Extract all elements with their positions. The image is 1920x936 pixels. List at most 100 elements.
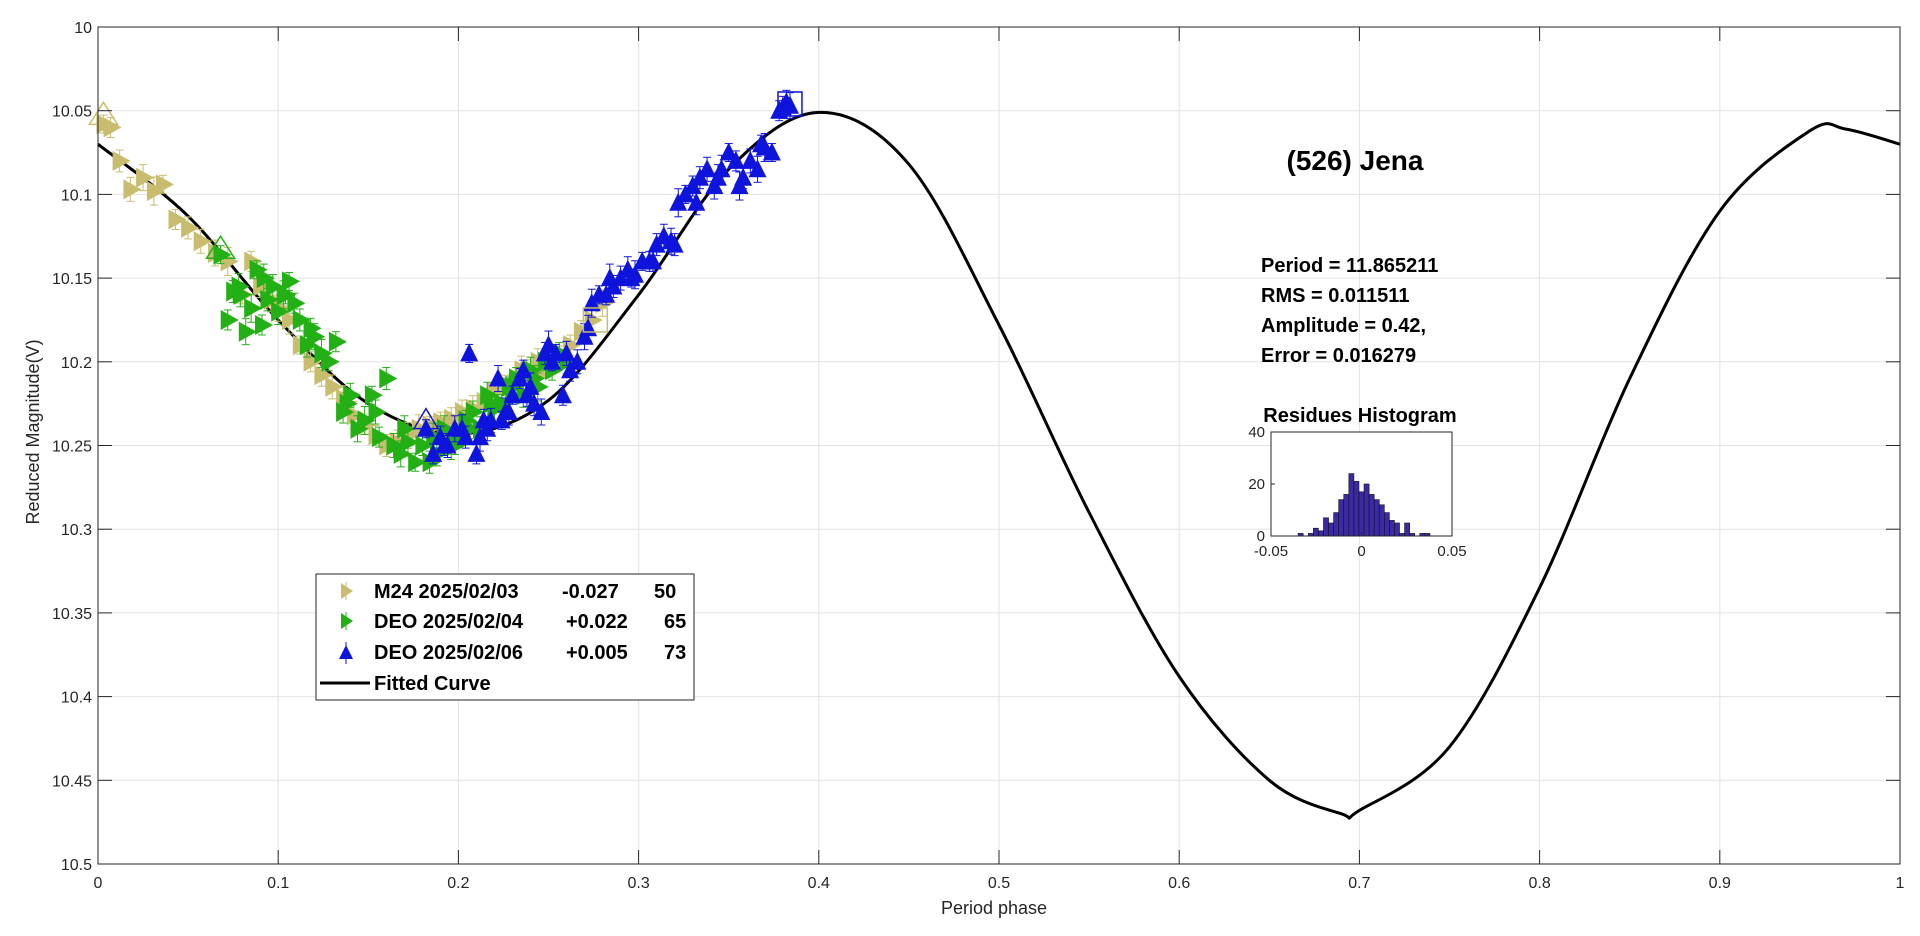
data-point (136, 167, 155, 188)
data-point (600, 268, 619, 287)
legend-marker-m24 (341, 583, 353, 599)
data-point (435, 435, 453, 454)
legend-entry-m24: M24 2025/02/03 -0.027 50 (341, 581, 676, 603)
legend: M24 2025/02/03 -0.027 50 DEO 2025/02/04 … (315, 573, 695, 701)
data-point (256, 268, 275, 289)
data-point (397, 418, 416, 439)
data-point (415, 435, 434, 456)
data-point (762, 142, 781, 161)
data-point (282, 310, 300, 330)
data-point (379, 368, 398, 389)
hist-y-tick-label: 40 (1248, 424, 1265, 441)
x-tick-label: 0.2 (447, 875, 469, 892)
data-point (372, 427, 391, 448)
data-point (521, 376, 540, 395)
y-tick-label: 10.5 (61, 857, 92, 874)
data-point (244, 251, 263, 272)
legend-count-deo-0204: 65 (664, 611, 686, 633)
data-point (543, 351, 562, 370)
end-marker-m24 (582, 307, 609, 333)
histogram-bar (1378, 504, 1385, 537)
start-marker-deo-0204 (205, 234, 236, 259)
data-point (364, 385, 383, 406)
y-tick-label: 10.4 (61, 690, 92, 707)
x-tick-label: 0.6 (1168, 875, 1190, 892)
data-point (460, 343, 479, 362)
data-point (741, 150, 760, 169)
data-point (781, 95, 799, 114)
y-tick-label: 10.05 (52, 104, 92, 121)
hist-x-tick-label: 0 (1357, 543, 1365, 560)
histogram-bar (1318, 530, 1324, 537)
data-point (213, 244, 232, 265)
y-tick-label: 10 (74, 20, 92, 37)
histogram-bar (1363, 483, 1370, 537)
data-point (231, 276, 250, 297)
data-point (465, 402, 484, 422)
data-point (265, 276, 284, 297)
data-point (244, 298, 263, 319)
x-tick-label: 1 (1896, 875, 1905, 892)
legend-session-deo-0204: DEO 2025/02/04 (374, 611, 524, 633)
x-axis-label: Period phase (941, 898, 1047, 918)
histogram-bar (1343, 494, 1350, 537)
hist-y-tick-label: 20 (1248, 476, 1265, 493)
data-point (393, 443, 412, 464)
histogram-bar (1368, 494, 1375, 537)
data-point (557, 343, 576, 362)
histogram-bar (1389, 520, 1395, 537)
y-tick-label: 10.2 (61, 355, 92, 372)
chart-title: (526) Jena (1287, 145, 1424, 176)
data-point (339, 393, 358, 414)
y-axis-label: Reduced Magnitude(V) (23, 339, 43, 524)
data-point (103, 117, 122, 138)
histogram-bar (1338, 499, 1345, 537)
data-point (535, 343, 554, 362)
histogram-title: Residues Histogram (1263, 405, 1456, 427)
legend-session-m24: M24 2025/02/03 (374, 581, 519, 603)
hist-x-tick-label: -0.05 (1254, 543, 1288, 560)
data-point (532, 402, 551, 420)
data-point (168, 209, 187, 230)
y-tick-label: 10.15 (52, 271, 92, 288)
data-point (417, 418, 435, 437)
data-point (193, 231, 212, 252)
start-marker-deo-0206 (412, 407, 440, 430)
histogram-bar (1404, 522, 1410, 537)
histogram-bar (1333, 512, 1339, 537)
data-point (271, 301, 290, 322)
data-point (622, 268, 641, 287)
grid-lines (97, 26, 1901, 865)
legend-box (315, 573, 695, 701)
data-point (408, 452, 427, 473)
histogram-bar (1353, 481, 1360, 537)
hist-y-tick-label: 0 (1257, 528, 1265, 545)
hist-x-tick-label: 0.05 (1437, 543, 1466, 560)
data-point (525, 393, 544, 412)
data-point (278, 284, 297, 305)
data-point (260, 289, 279, 310)
x-tick-label: 0.3 (627, 875, 649, 892)
histogram-bar (1394, 522, 1400, 537)
histogram-bar (1313, 527, 1319, 537)
legend-entry-deo-0204: DEO 2025/02/04 +0.022 65 (341, 611, 686, 633)
start-marker-m24 (88, 100, 119, 126)
legend-offset-deo-0204: +0.022 (566, 611, 628, 633)
data-point (665, 234, 684, 253)
x-tick-label: 0.7 (1348, 875, 1370, 892)
y-tick-label: 10.35 (52, 606, 92, 623)
data-point (726, 150, 745, 169)
data-point (698, 159, 717, 178)
data-point (478, 418, 497, 437)
y-tick-label: 10.1 (61, 187, 92, 204)
histogram-bar (1384, 512, 1390, 537)
histogram-bar (1328, 522, 1334, 537)
data-point (719, 142, 738, 161)
data-point (687, 192, 706, 211)
x-tick-label: 0.5 (988, 875, 1010, 892)
end-marker-deo-0206 (777, 91, 803, 117)
data-point (181, 217, 200, 238)
